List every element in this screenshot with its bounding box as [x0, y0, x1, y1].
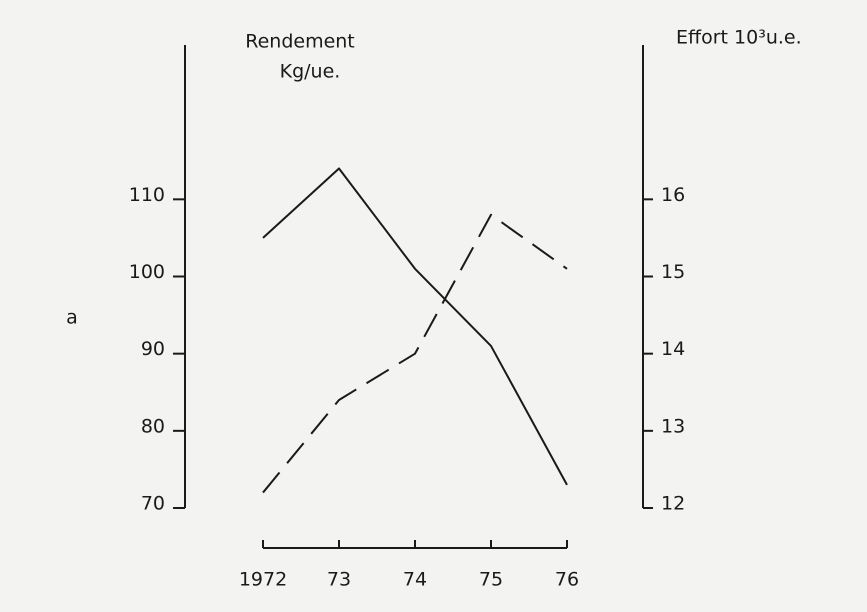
y-axis-label: Rendement: [245, 31, 355, 53]
x-tick-label: 76: [555, 569, 579, 591]
y2-tick-label: 12: [661, 493, 685, 515]
x-tick-label: 74: [403, 569, 427, 591]
y-tick-label: 80: [141, 415, 165, 437]
x-tick-label: 75: [479, 569, 503, 591]
data-line: [262, 167, 568, 486]
y-tick-label: 90: [141, 338, 165, 360]
data-line: [262, 213, 568, 494]
x-tick-label: 1972: [239, 569, 287, 591]
y2-tick-label: 13: [661, 415, 685, 437]
x-tick-label: 73: [327, 569, 351, 591]
y-axis-unit: Kg/ue.: [280, 61, 341, 83]
y-tick-label: 70: [141, 493, 165, 515]
y-tick-label: 100: [129, 261, 165, 283]
y2-tick-label: 16: [661, 184, 685, 206]
y-tick-label: 110: [129, 184, 165, 206]
y2-tick-label: 14: [661, 338, 685, 360]
y2-tick-label: 15: [661, 261, 685, 283]
panel-label: a: [66, 307, 78, 329]
y2-axis-label: Effort 10³u.e.: [676, 27, 802, 49]
